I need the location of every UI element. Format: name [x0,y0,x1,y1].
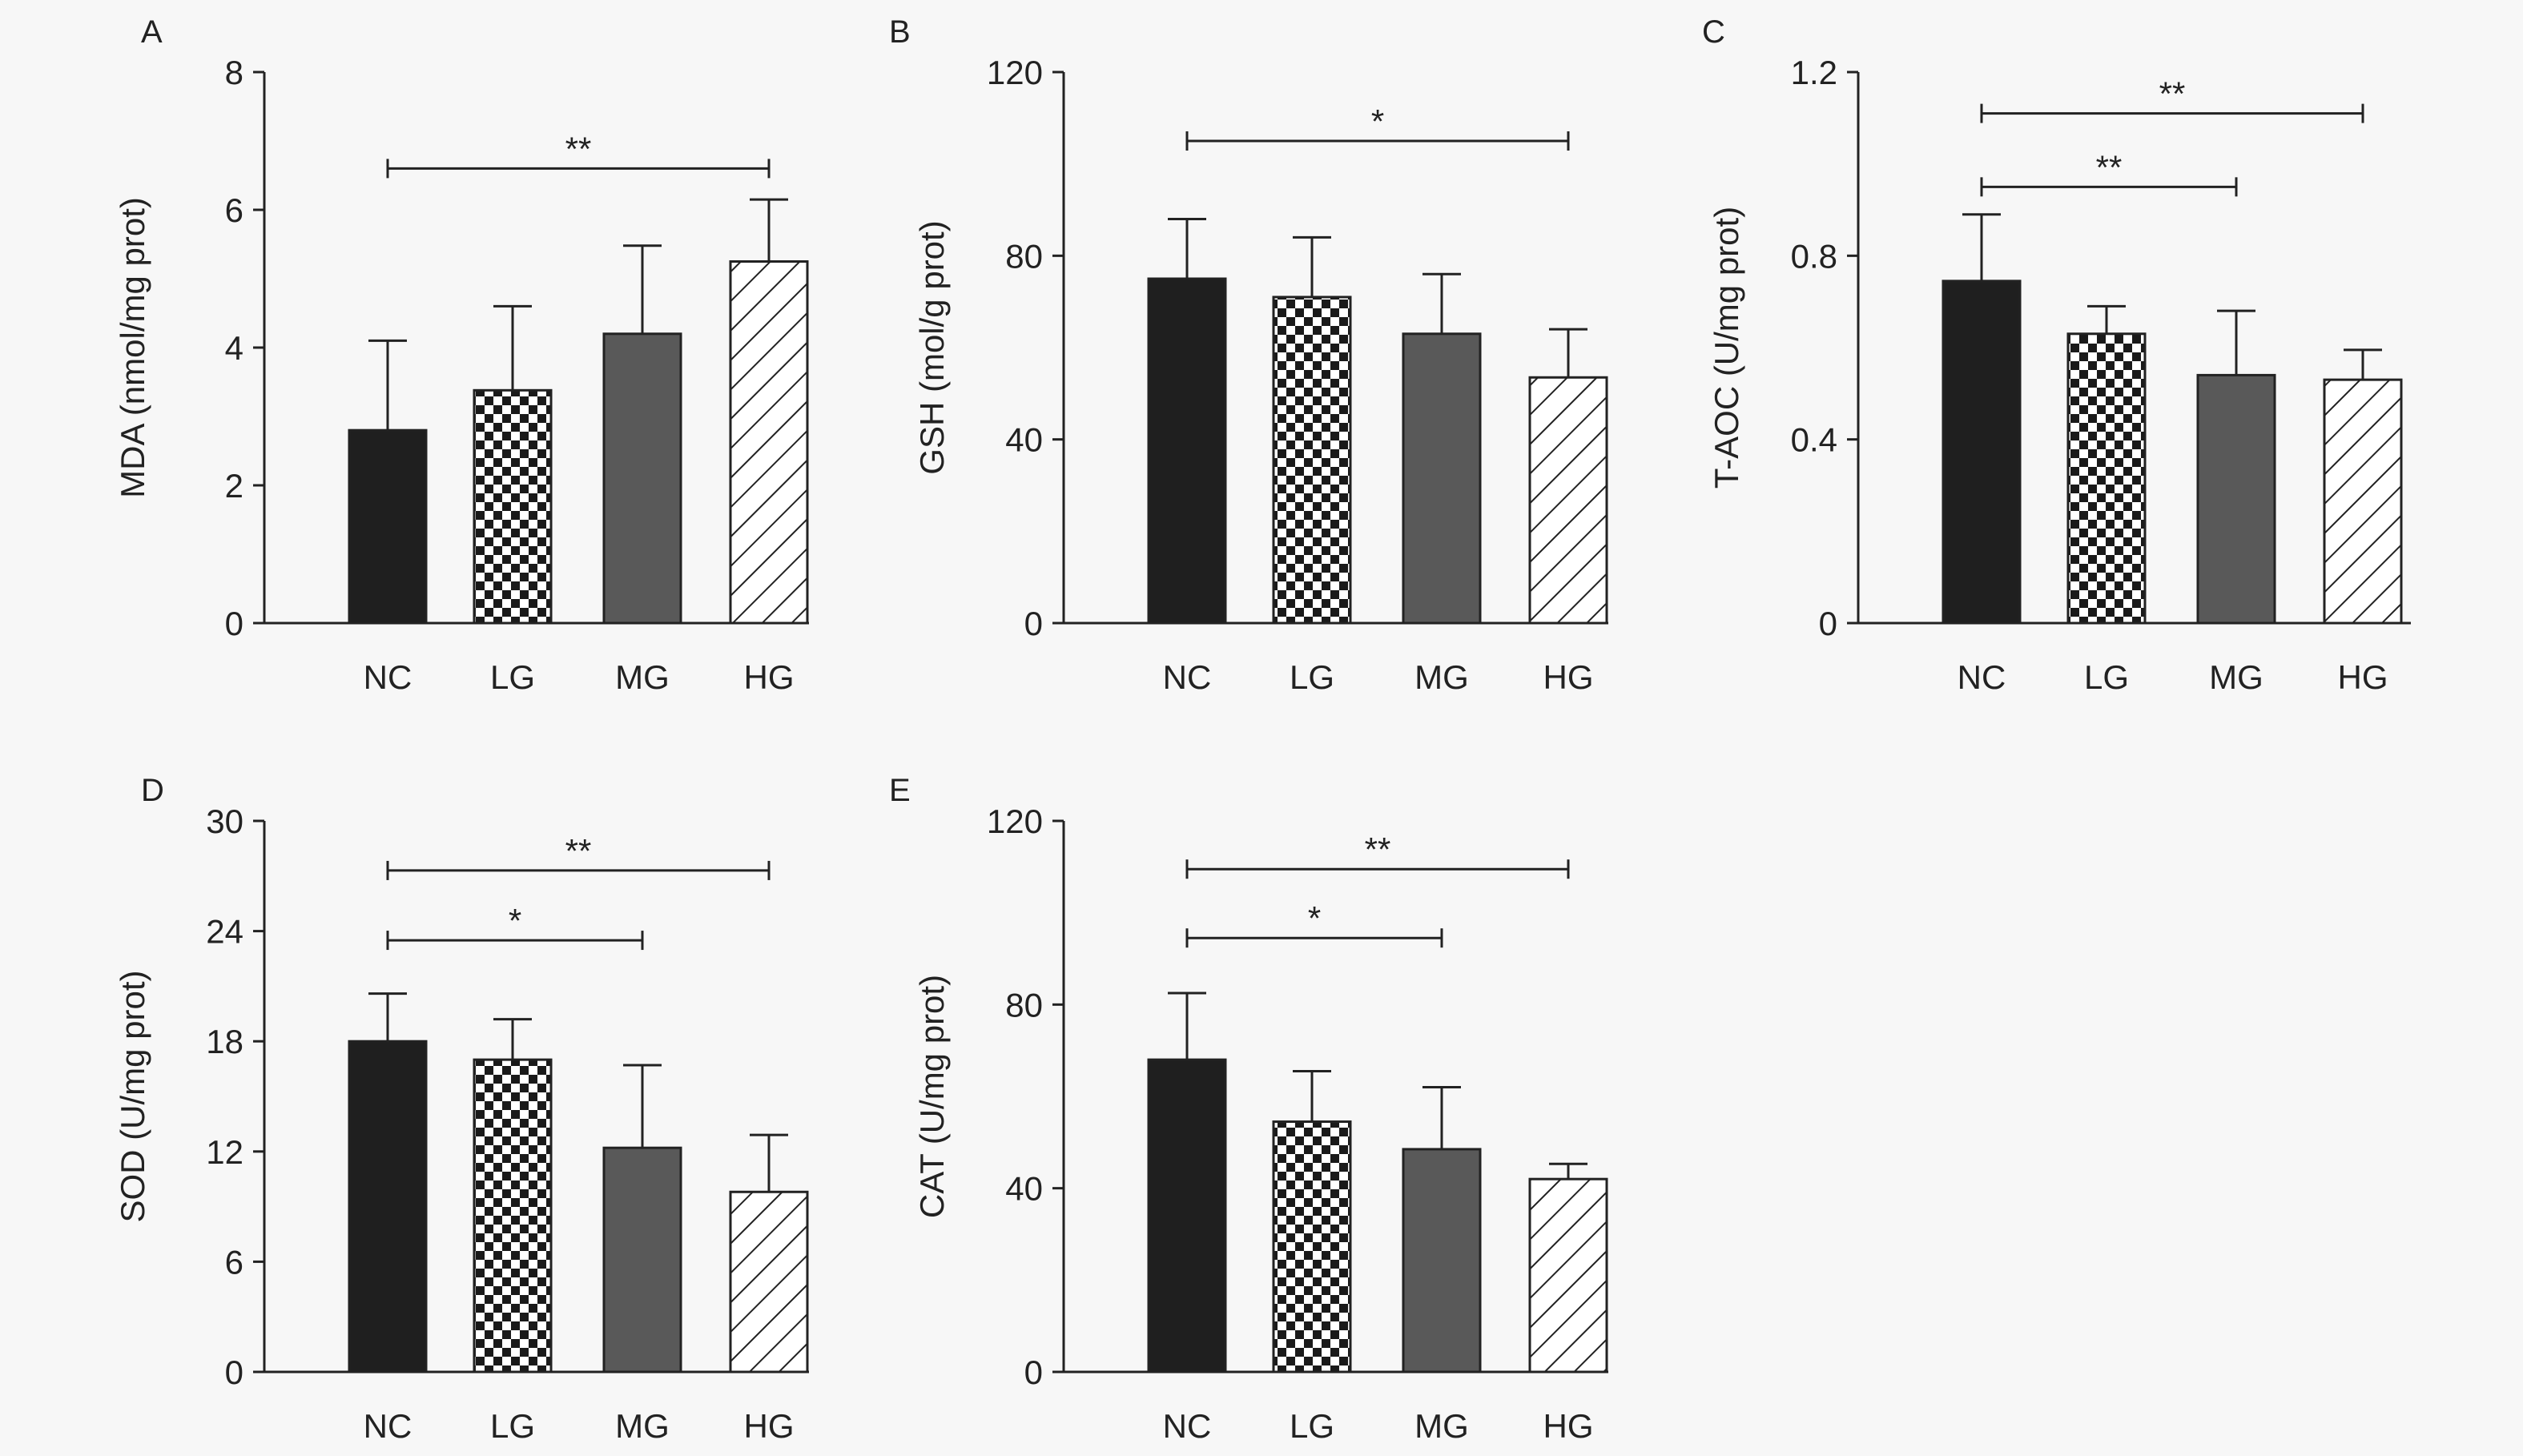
y-tick-label: 0.4 [1791,421,1837,459]
y-tick-label: 2 [225,467,243,505]
significance-bracket: ** [386,130,771,179]
y-tick-label: 0 [1024,1353,1043,1391]
bar-mg [602,332,682,625]
y-tick-label: 18 [206,1023,243,1060]
x-tick-label: LG [490,1407,535,1445]
x-tick-label: NC [1163,1407,1212,1445]
significance-bracket: ** [1980,75,2364,123]
significance-label: ** [1365,831,1391,868]
y-tick-label: 80 [1005,237,1043,275]
x-tick-label: LG [490,658,535,696]
y-axis-label: MDA (nmol/mg prot) [114,197,151,498]
bar-nc [1147,1058,1227,1374]
y-axis-label: T-AOC (U/mg prot) [1708,207,1745,489]
x-tick-label: MG [2209,658,2263,696]
y-tick-label: 0 [1024,605,1043,642]
bar-hg [1528,1177,1608,1374]
significance-label: ** [2159,75,2186,113]
significance-label: * [1371,103,1384,140]
x-tick-label: HG [1543,658,1594,696]
bar-mg [1402,332,1482,625]
x-tick-label: LG [1290,658,1334,696]
panel-label: C [1702,14,1725,50]
significance-bracket: * [386,902,644,951]
x-tick-label: MG [1414,658,1469,696]
y-tick-label: 12 [206,1133,243,1171]
bar-nc [1147,277,1227,625]
x-tick-label: HG [744,1407,795,1445]
y-tick-label: 40 [1005,421,1043,459]
bar-lg [473,388,553,625]
y-tick-label: 6 [225,191,243,229]
bar-hg [729,1190,809,1374]
significance-bracket: ** [1185,831,1570,879]
x-tick-label: LG [1290,1407,1334,1445]
x-tick-label: LG [2084,658,2129,696]
bar-mg [1402,1148,1482,1374]
bar-lg [1272,296,1352,625]
significance-label: ** [565,130,592,167]
significance-label: ** [2096,148,2123,186]
x-tick-label: HG [744,658,795,696]
x-tick-label: MG [615,1407,670,1445]
panel-label: E [889,773,911,808]
bar-mg [602,1146,682,1374]
significance-bracket: * [1185,899,1443,948]
bar-nc [348,428,428,625]
y-tick-label: 0 [225,1353,243,1391]
chart-panel-b: B 0 40 80 120 GSH (mol/g prot) NC LG MG HG * [889,14,1608,696]
significance-label: ** [565,832,592,870]
bar-hg [1528,376,1608,625]
bar-lg [1272,1120,1352,1374]
bar-lg [2066,332,2147,625]
y-axis-label: SOD (U/mg prot) [114,970,151,1222]
significance-label: * [509,902,521,939]
significance-bracket: ** [386,832,771,880]
y-tick-label: 0.8 [1791,237,1837,275]
significance-bracket: * [1185,103,1570,151]
chart-panel-c: C 0 0.4 0.8 1.2 T-AOC (U/mg prot) NC LG MG HG ** ** [1702,14,2411,696]
x-tick-label: NC [1163,658,1212,696]
panel-label: A [141,14,163,50]
x-tick-label: HG [1543,1407,1594,1445]
y-tick-label: 40 [1005,1170,1043,1208]
bar-hg [2323,378,2403,625]
y-tick-label: 120 [987,54,1043,91]
x-tick-label: NC [364,658,412,696]
y-tick-label: 0 [1819,605,1837,642]
bar-lg [473,1058,553,1374]
x-tick-label: MG [615,658,670,696]
bar-mg [2196,373,2276,625]
bar-nc [1942,280,2022,625]
chart-panel-a: A 0 2 4 6 8 MDA (nmol/mg prot) NC LG MG HG ** [114,14,809,696]
x-tick-label: HG [2338,658,2388,696]
panel-label: B [889,14,911,50]
x-tick-label: NC [364,1407,412,1445]
y-tick-label: 4 [225,329,243,367]
y-axis-label: CAT (U/mg prot) [913,975,951,1218]
y-tick-label: 6 [225,1243,243,1281]
bar-hg [729,260,809,625]
y-tick-label: 0 [225,605,243,642]
y-axis-label: GSH (mol/g prot) [913,220,951,474]
y-tick-label: 30 [206,802,243,840]
x-tick-label: NC [1958,658,2006,696]
significance-label: * [1308,899,1321,937]
y-tick-label: 80 [1005,986,1043,1024]
panel-label: D [141,773,164,808]
y-tick-label: 8 [225,54,243,91]
x-tick-label: MG [1414,1407,1469,1445]
y-tick-label: 1.2 [1791,54,1837,91]
significance-bracket: ** [1980,148,2238,197]
y-tick-label: 24 [206,913,243,951]
y-tick-label: 120 [987,802,1043,840]
bar-nc [348,1040,428,1374]
